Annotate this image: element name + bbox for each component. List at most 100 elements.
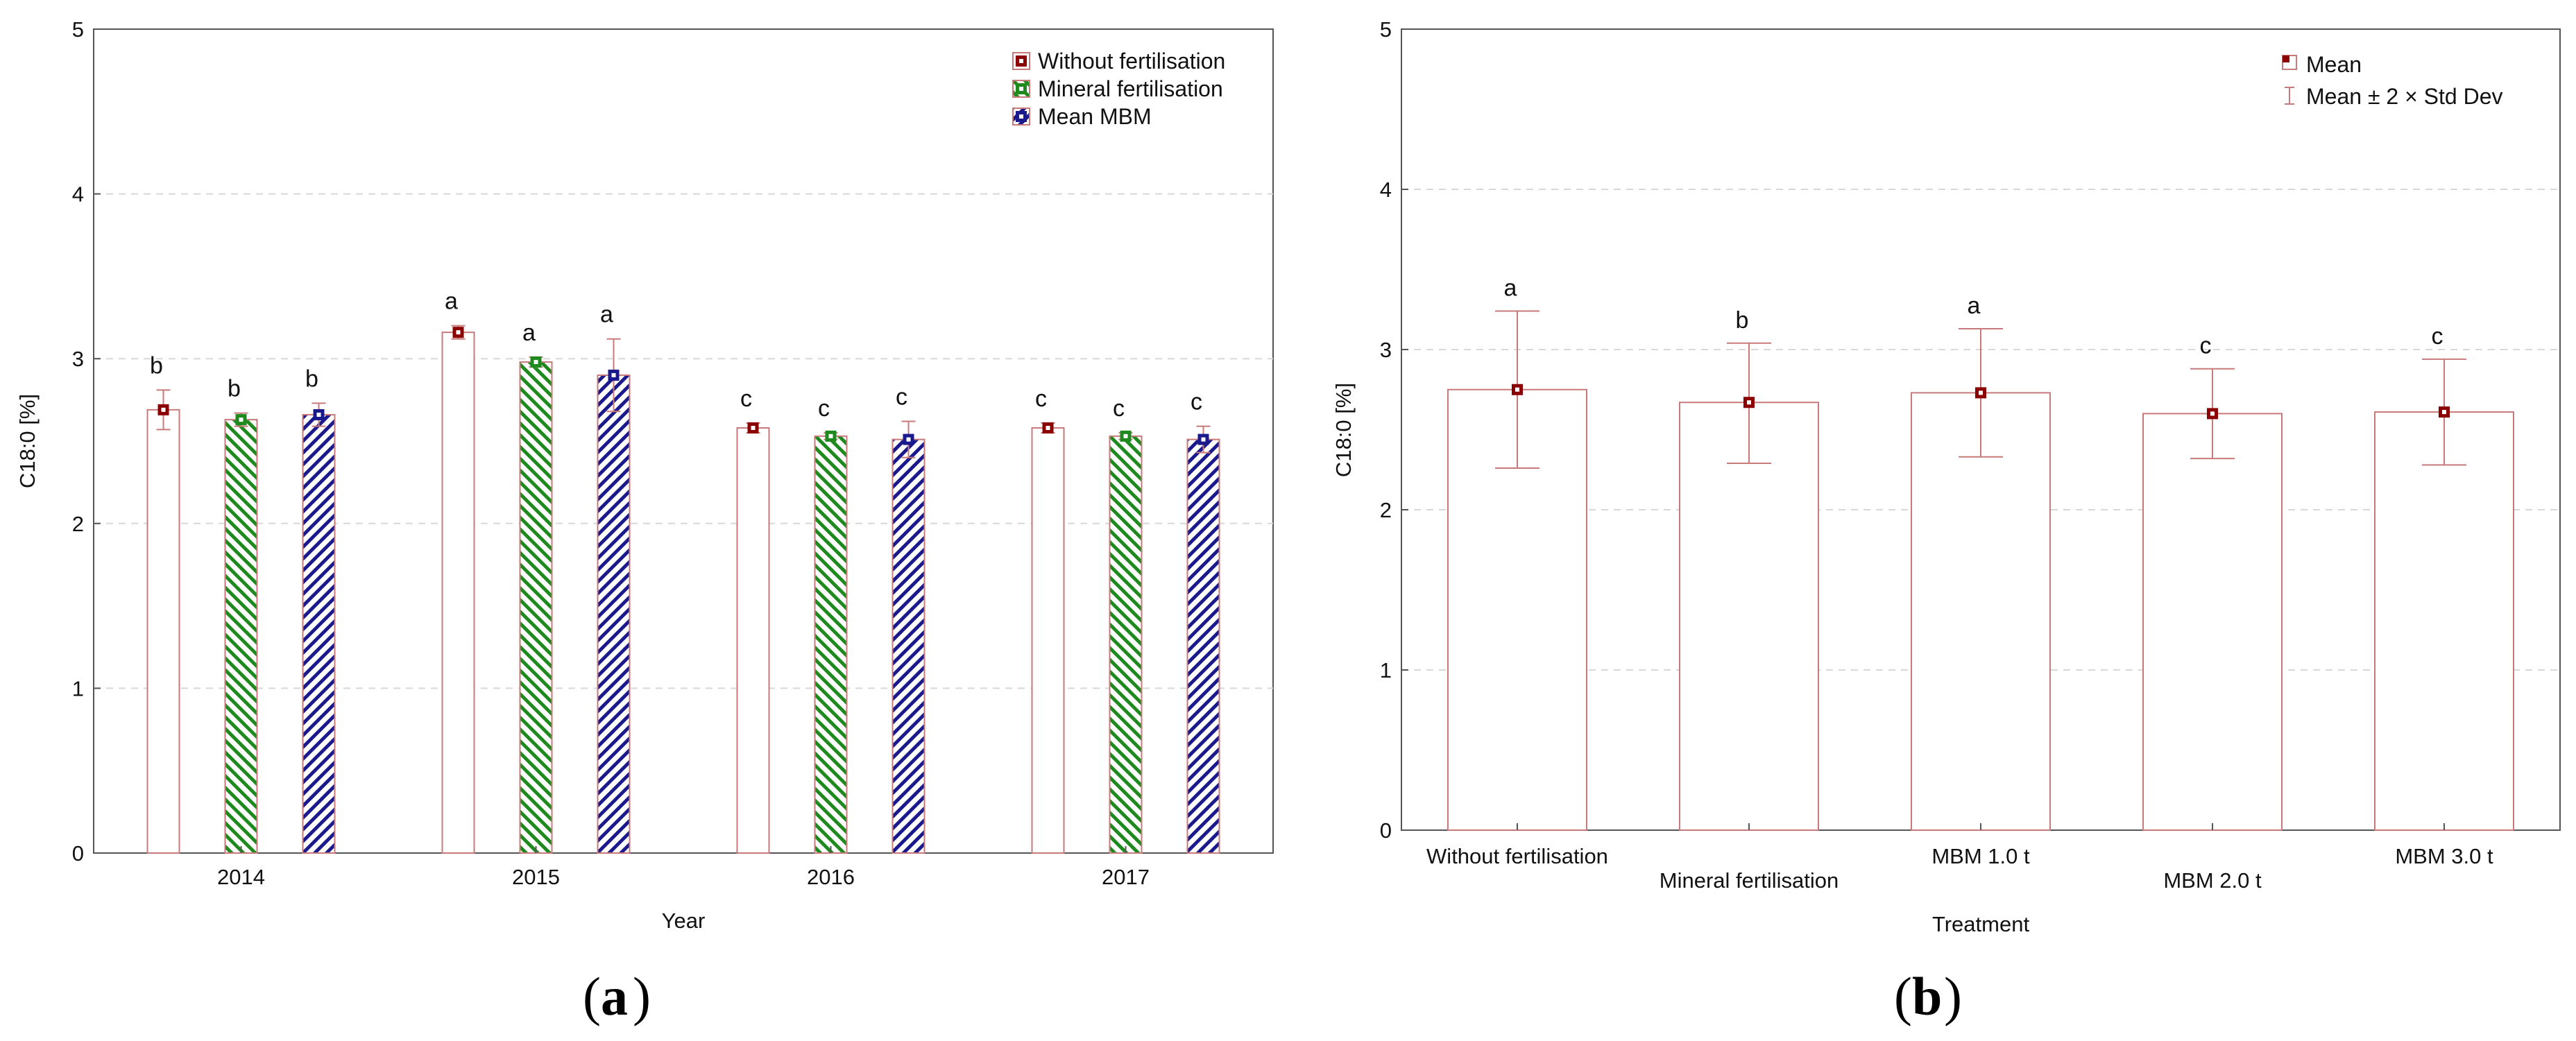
y-tick-label-0: 0 [72, 841, 84, 866]
y-tick-label-4: 4 [72, 182, 84, 207]
bar-0-2017 [1031, 427, 1065, 854]
svg-text:b: b [1912, 966, 1942, 1026]
mean-marker-1-center [1747, 400, 1751, 405]
y-axis-label-a: C18:0 [%] [15, 394, 40, 488]
legend-marker-mean [2283, 55, 2289, 62]
x-tick-label-4: MBM 3.0 t [2395, 844, 2493, 868]
significance-letter-0-2017: c [1035, 386, 1047, 412]
bar-1-2017 [1109, 435, 1143, 854]
x-tick-label-2014: 2014 [217, 865, 265, 889]
legend-b: Mean Mean ± 2 × Std Dev [2282, 52, 2502, 109]
mean-marker-0-2014-center [161, 407, 166, 412]
mean-marker-2-2016-center [906, 437, 911, 442]
mean-marker-2-center [1979, 390, 1983, 395]
significance-letter-1-2015: a [522, 320, 536, 346]
x-tick-label-0: Without fertilisation [1426, 844, 1608, 868]
legend-label-mean: Mean [2306, 52, 2362, 77]
mean-marker-1-2015-center [534, 359, 538, 364]
mean-marker-1-2014-center [239, 418, 244, 422]
bar-2-2014 [302, 413, 336, 854]
mean-marker-1-2016-center [828, 433, 833, 438]
chart-panel-a: 0 1 2 3 4 5 b b b a a a c c c c c c 2014 2015 2016 2017 Yea… [15, 17, 1274, 1026]
mean-marker-3-center [2210, 411, 2215, 416]
plot-area-a [93, 28, 1274, 854]
mean-marker-2-2017-center [1201, 437, 1206, 442]
bar-4 [2374, 411, 2514, 831]
significance-letter-2-2014: b [305, 365, 318, 392]
y-tick-label-1: 1 [72, 676, 84, 700]
mean-marker-0-2016-center [751, 425, 756, 430]
x-tick-label-3: MBM 2.0 t [2163, 868, 2262, 893]
y-tick-label-1: 1 [1380, 658, 1392, 682]
legend-label-1: Mineral fertilisation [1038, 76, 1223, 101]
x-axis-label-b: Treatment [1932, 912, 2030, 936]
y-ticks-b: 0 1 2 3 4 5 [1380, 17, 1408, 843]
y-tick-label-5: 5 [72, 17, 84, 42]
x-tick-label-1: Mineral fertilisation [1660, 868, 1839, 893]
svg-text:): ) [633, 966, 651, 1026]
significance-letter-4: c [2432, 323, 2443, 350]
bar-1-2015 [519, 361, 553, 854]
x-tick-label-2017: 2017 [1102, 865, 1150, 889]
bar-2 [1911, 392, 2051, 831]
bar-1-2016 [814, 435, 848, 854]
mean-marker-1-2017-center [1123, 433, 1128, 438]
bars-a: b b b a a a c c c c c c [146, 289, 1220, 854]
significance-letter-2-2015: a [600, 302, 613, 328]
significance-letter-1-2016: c [818, 395, 830, 422]
legend-marker-2-center [1019, 114, 1023, 119]
mean-marker-0-center [1515, 387, 1519, 392]
significance-letter-2-2017: c [1191, 389, 1202, 415]
gridlines-a [94, 193, 1273, 689]
bar-2-2017 [1186, 438, 1220, 854]
y-tick-label-4: 4 [1380, 178, 1392, 202]
significance-letter-0-2014: b [150, 352, 163, 379]
y-axis-label-b: C18:0 [%] [1331, 383, 1356, 477]
significance-letter-1-2014: b [228, 376, 241, 402]
x-ticks-b: Without fertilisation Mineral fertilisati… [1426, 823, 2493, 893]
mean-marker-2-2014-center [316, 412, 321, 417]
significance-letter-2-2016: c [896, 384, 907, 410]
legend-marker-0-center [1019, 59, 1023, 63]
svg-text:): ) [1944, 966, 1962, 1026]
y-tick-label-0: 0 [1380, 818, 1392, 843]
x-tick-label-2: MBM 1.0 t [1931, 844, 2030, 868]
chart-panel-b: 0 1 2 3 4 5 a b a c c Without fertilisation Minera… [1331, 17, 2561, 1026]
bar-2-2016 [892, 438, 926, 854]
bar-2-2015 [597, 374, 631, 854]
panel-label-a: ( a ) [583, 966, 651, 1026]
y-tick-label-3: 3 [72, 347, 84, 371]
y-ticks-a: 0 1 2 3 4 5 [72, 17, 101, 866]
legend-marker-1-center [1019, 87, 1023, 91]
bar-3 [2142, 413, 2283, 831]
legend-label-std: Mean ± 2 × Std Dev [2306, 84, 2502, 109]
y-tick-label-2: 2 [1380, 498, 1392, 522]
mean-marker-0-2015-center [456, 330, 461, 335]
bar-0-2016 [736, 427, 770, 854]
svg-text:(: ( [583, 966, 601, 1026]
significance-letter-0: a [1504, 275, 1517, 302]
significance-letter-0-2016: c [740, 386, 752, 412]
significance-letter-2: a [1968, 293, 1981, 319]
significance-letter-1-2017: c [1113, 395, 1125, 422]
x-axis-label-a: Year [662, 909, 706, 933]
x-tick-label-2015: 2015 [512, 865, 560, 889]
bar-0-2015 [441, 332, 475, 854]
legend-label-2: Mean MBM [1038, 104, 1152, 129]
significance-letter-3: c [2200, 333, 2212, 359]
mean-marker-0-2017-center [1046, 425, 1050, 430]
panel-label-b: ( b ) [1894, 966, 1962, 1026]
y-tick-label-5: 5 [1380, 17, 1392, 42]
bar-1-2014 [224, 419, 258, 854]
bars-b: a b a c c [1447, 275, 2514, 831]
bar-1 [1679, 402, 1819, 831]
svg-text:a: a [601, 966, 628, 1026]
y-tick-label-2: 2 [72, 512, 84, 536]
mean-marker-2-2015-center [611, 372, 616, 377]
x-ticks-a: 2014 2015 2016 2017 [217, 846, 1150, 889]
svg-text:(: ( [1894, 966, 1912, 1026]
significance-letter-0-2015: a [445, 289, 458, 315]
significance-letter-1: b [1736, 307, 1749, 334]
